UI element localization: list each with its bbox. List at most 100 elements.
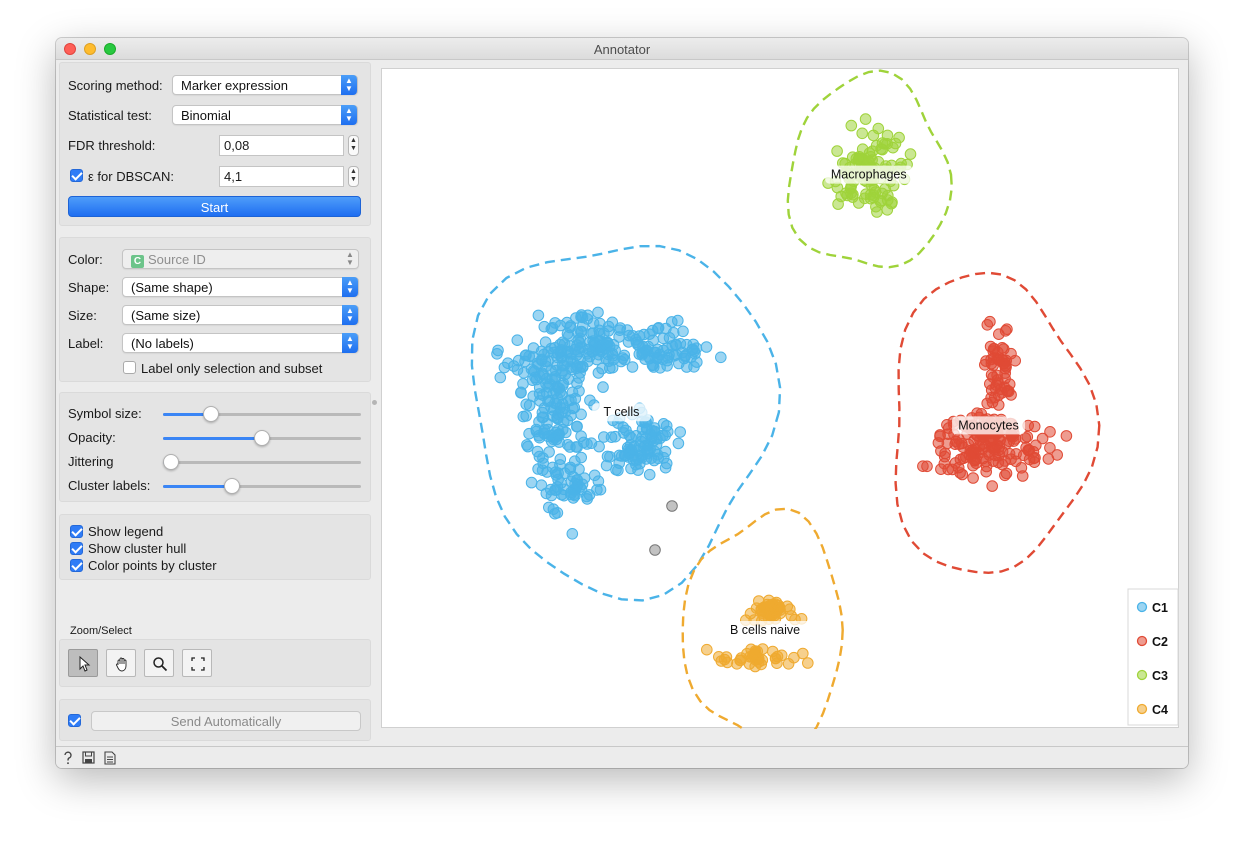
data-point[interactable] (984, 340, 997, 353)
report-icon[interactable] (104, 751, 116, 765)
data-point[interactable] (967, 472, 979, 484)
data-point[interactable] (651, 352, 664, 365)
data-point[interactable] (520, 410, 532, 422)
fdr-threshold-input[interactable]: 0,08 (219, 135, 344, 156)
data-point[interactable] (701, 643, 713, 656)
data-point[interactable] (1028, 420, 1041, 433)
data-point[interactable] (1003, 385, 1015, 398)
data-point[interactable] (841, 189, 854, 202)
data-point[interactable] (584, 394, 596, 407)
data-point[interactable] (715, 351, 727, 364)
size-select[interactable]: (Same size) ▲ ▼ (122, 305, 359, 325)
data-point[interactable] (538, 424, 551, 436)
data-point[interactable] (585, 327, 598, 340)
data-point[interactable] (984, 315, 996, 328)
data-point[interactable] (1060, 430, 1073, 442)
eps-checkbox[interactable] (70, 169, 83, 182)
data-point[interactable] (602, 325, 615, 337)
data-point[interactable] (554, 319, 567, 332)
data-point[interactable] (1001, 323, 1013, 336)
data-point[interactable] (536, 353, 548, 366)
data-point[interactable] (604, 451, 616, 463)
data-point[interactable] (885, 197, 898, 210)
slider-knob[interactable] (162, 454, 179, 470)
color-select[interactable]: C Source ID ▲ ▼ (122, 249, 359, 269)
data-point[interactable] (596, 362, 608, 375)
data-point[interactable] (713, 651, 725, 663)
data-point[interactable] (769, 652, 782, 665)
data-point[interactable] (650, 438, 663, 451)
data-point[interactable] (494, 371, 507, 384)
slider-knob[interactable] (254, 430, 270, 446)
data-point[interactable] (588, 469, 601, 482)
shape-select[interactable]: (Same shape) ▲ ▼ (122, 277, 359, 297)
data-point[interactable] (575, 430, 587, 443)
help-icon[interactable] (62, 751, 74, 765)
data-point[interactable] (549, 507, 561, 520)
data-point[interactable] (648, 422, 661, 434)
send-automatically-checkbox[interactable] (68, 714, 81, 727)
data-point[interactable] (492, 344, 504, 357)
option-checkbox[interactable] (70, 525, 83, 538)
data-point[interactable] (605, 431, 618, 444)
data-point[interactable] (980, 465, 993, 478)
data-point[interactable] (595, 339, 607, 352)
data-point[interactable] (626, 361, 639, 373)
data-point[interactable] (532, 309, 545, 322)
data-point[interactable] (1036, 432, 1049, 445)
data-point[interactable] (1044, 426, 1056, 438)
data-point[interactable] (633, 330, 646, 342)
data-point[interactable] (977, 438, 989, 450)
data-point[interactable] (620, 424, 632, 437)
data-point[interactable] (630, 430, 642, 442)
eps-input[interactable]: 4,1 (219, 166, 344, 187)
data-point[interactable] (512, 354, 525, 367)
slider-track[interactable] (162, 454, 361, 470)
select-tool-button[interactable] (68, 649, 98, 677)
data-point[interactable] (582, 309, 594, 322)
data-point[interactable] (564, 463, 576, 476)
data-point[interactable] (594, 483, 607, 496)
data-point[interactable] (606, 347, 619, 360)
slider-knob[interactable] (202, 406, 219, 422)
data-point[interactable] (526, 374, 539, 387)
minimize-window-button[interactable] (84, 43, 96, 55)
data-point[interactable] (859, 113, 872, 125)
data-point[interactable] (986, 480, 999, 492)
data-point[interactable] (577, 320, 589, 332)
data-point[interactable] (552, 429, 565, 442)
data-point[interactable] (536, 406, 549, 419)
data-point[interactable] (659, 461, 672, 474)
data-point[interactable] (686, 344, 699, 356)
data-point[interactable] (1000, 467, 1013, 480)
data-point[interactable] (831, 181, 844, 194)
option-checkbox[interactable] (70, 542, 83, 555)
data-point[interactable] (1042, 453, 1055, 465)
data-point[interactable] (904, 148, 917, 160)
data-point[interactable] (756, 607, 768, 619)
data-point[interactable] (802, 657, 814, 669)
data-point[interactable] (858, 192, 871, 205)
data-point[interactable] (677, 325, 689, 338)
data-point[interactable] (921, 460, 933, 473)
data-point[interactable] (753, 656, 765, 668)
data-point[interactable] (845, 119, 858, 132)
label-only-selection-checkbox[interactable] (123, 361, 136, 374)
zoom-tool-button[interactable] (144, 649, 174, 677)
data-point[interactable] (942, 463, 955, 476)
unclustered-point[interactable] (649, 544, 661, 556)
data-point[interactable] (872, 122, 885, 135)
data-point[interactable] (540, 487, 553, 500)
send-automatically-button[interactable]: Send Automatically (91, 711, 361, 731)
pan-tool-button[interactable] (106, 649, 136, 677)
data-point[interactable] (625, 444, 638, 456)
close-window-button[interactable] (64, 43, 76, 55)
data-point[interactable] (984, 378, 996, 390)
data-point[interactable] (637, 346, 650, 358)
data-point[interactable] (1005, 453, 1017, 466)
data-point[interactable] (571, 420, 583, 433)
data-point[interactable] (521, 439, 533, 451)
data-point[interactable] (955, 437, 968, 450)
data-point[interactable] (831, 145, 843, 157)
data-point[interactable] (571, 479, 584, 491)
